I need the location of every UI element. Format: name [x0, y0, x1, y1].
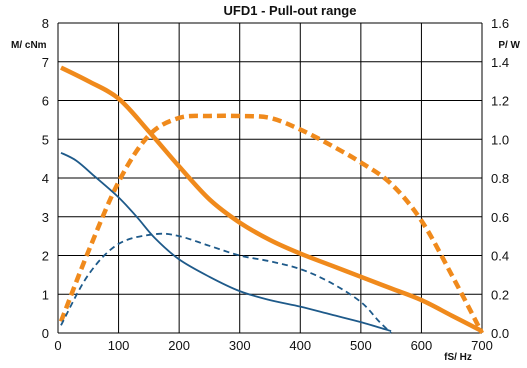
blue-solid-line [60, 151, 392, 332]
orange-solid-line [60, 65, 484, 334]
y-right-tick-label: 1.6 [491, 16, 509, 31]
y-left-tick-label: 7 [42, 55, 49, 70]
x-tick-label: 0 [54, 338, 61, 353]
y-left-tick-label: 4 [42, 171, 49, 186]
x-axis-label: fS/ Hz [444, 352, 472, 363]
y-right-tick-label: 1.0 [491, 132, 509, 147]
y-right-tick-label: 0.6 [491, 210, 509, 225]
x-tick-label: 400 [289, 338, 311, 353]
tick-labels: 0 100 200 300 400 500 600 700 0 0.0 1 0.2 2 0.4 3 0.6 4 0… [42, 16, 509, 353]
x-tick-label: 100 [108, 338, 130, 353]
x-tick-label: 600 [411, 338, 433, 353]
y-left-tick-label: 3 [42, 210, 49, 225]
y-left-tick-label: 8 [42, 16, 49, 31]
left-axis-label: M/ cNm [11, 40, 47, 51]
y-left-tick-label: 2 [42, 249, 49, 264]
y-right-tick-label: 1.4 [491, 55, 509, 70]
y-right-tick-label: 0.2 [491, 287, 509, 302]
x-tick-label: 300 [229, 338, 251, 353]
right-axis-label: P/ W [498, 40, 520, 51]
chart-title: UFD1 - Pull-out range [224, 3, 357, 18]
y-right-tick-label: 1.2 [491, 94, 509, 109]
y-right-tick-label: 0.0 [491, 326, 509, 341]
series-lines [58, 65, 484, 335]
blue-dashed-line [60, 232, 392, 334]
y-left-tick-label: 0 [42, 326, 49, 341]
orange-dashed-line [58, 113, 484, 335]
y-left-tick-label: 1 [42, 287, 49, 302]
grid [57, 22, 483, 334]
y-left-tick-label: 6 [42, 94, 49, 109]
y-right-tick-label: 0.8 [491, 171, 509, 186]
y-right-tick-label: 0.4 [491, 249, 509, 264]
x-tick-label: 700 [471, 338, 493, 353]
x-tick-label: 200 [168, 338, 190, 353]
x-tick-label: 500 [350, 338, 372, 353]
y-left-tick-label: 5 [42, 132, 49, 147]
